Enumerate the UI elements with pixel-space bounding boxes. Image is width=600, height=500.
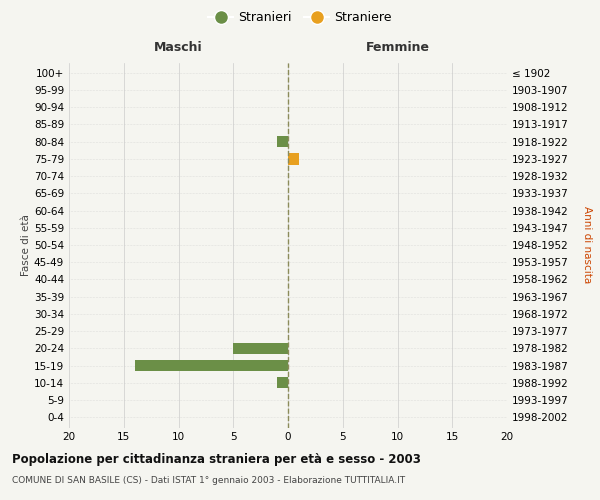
Bar [277,136,288,147]
Legend: Stranieri, Straniere: Stranieri, Straniere [203,6,397,29]
Bar [288,154,299,164]
Bar [134,360,288,371]
Y-axis label: Anni di nascita: Anni di nascita [583,206,593,284]
Bar [233,342,288,354]
Y-axis label: Fasce di età: Fasce di età [21,214,31,276]
Text: Popolazione per cittadinanza straniera per età e sesso - 2003: Popolazione per cittadinanza straniera p… [12,452,421,466]
Text: COMUNE DI SAN BASILE (CS) - Dati ISTAT 1° gennaio 2003 - Elaborazione TUTTITALIA: COMUNE DI SAN BASILE (CS) - Dati ISTAT 1… [12,476,405,485]
Bar [277,377,288,388]
Text: Femmine: Femmine [365,41,430,54]
Text: Maschi: Maschi [154,41,203,54]
